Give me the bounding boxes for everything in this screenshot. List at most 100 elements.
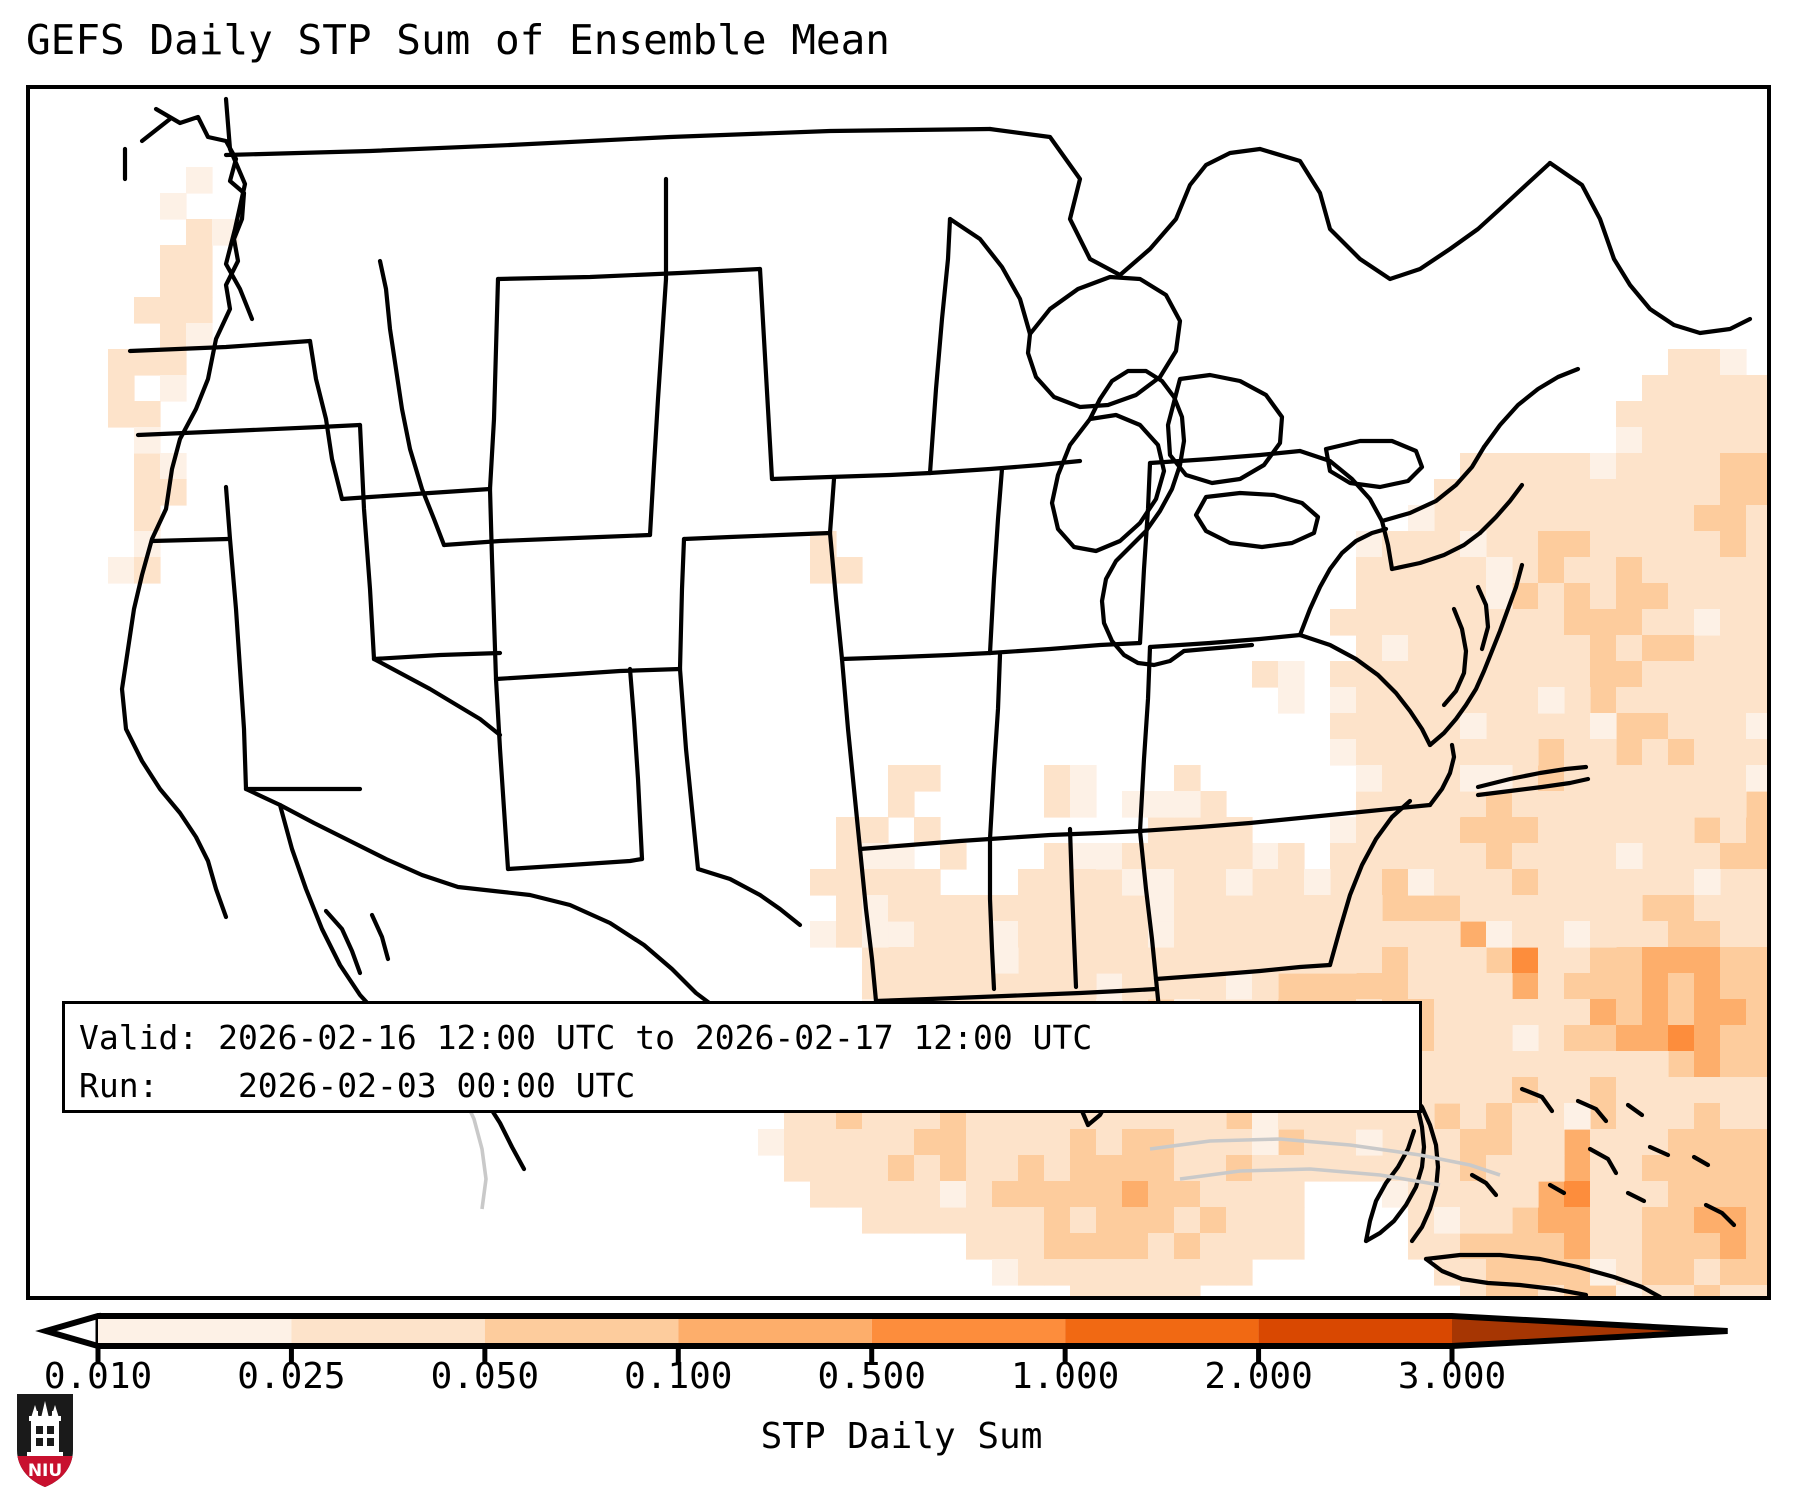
heatmap-cell (1486, 895, 1513, 922)
heatmap-cell (992, 1259, 1019, 1286)
heatmap-cell (1174, 947, 1201, 974)
heatmap-cell (1746, 375, 1767, 402)
heatmap-cell (1434, 1025, 1461, 1052)
heatmap-cell (784, 1129, 811, 1156)
heatmap-cell (1434, 1103, 1461, 1130)
heatmap-cell (1642, 999, 1669, 1026)
heatmap-cell (1018, 895, 1045, 922)
heatmap-cell (1382, 739, 1409, 766)
heatmap-cell (992, 1181, 1019, 1208)
heatmap-cell (966, 947, 993, 974)
heatmap-cell (1616, 557, 1643, 584)
heatmap-cell (1564, 661, 1591, 688)
heatmap-cell (1044, 1259, 1071, 1286)
colorbar-band (678, 1316, 872, 1346)
heatmap-cell (862, 1129, 889, 1156)
heatmap-cell (1746, 609, 1767, 636)
heatmap-cell (1226, 1129, 1253, 1156)
heatmap-cell (862, 869, 889, 896)
heatmap-cell (914, 895, 941, 922)
heatmap-cell (1330, 973, 1357, 1000)
heatmap-cell (1408, 661, 1435, 688)
heatmap-cell (1642, 1181, 1669, 1208)
colorbar-band (871, 1316, 1066, 1346)
heatmap-cell (1044, 1181, 1071, 1208)
heatmap-cell (1486, 453, 1513, 480)
heatmap-cell (1746, 895, 1767, 922)
heatmap-cell (1044, 843, 1071, 870)
heatmap-cell (1746, 661, 1767, 688)
heatmap-cell (1642, 1207, 1669, 1234)
heatmap-cell (1564, 687, 1591, 714)
heatmap-cell (1538, 817, 1565, 844)
heatmap-cell (1070, 1129, 1097, 1156)
heatmap-cell (1278, 869, 1305, 896)
heatmap-cell (914, 973, 941, 1000)
heatmap-cell (1564, 1129, 1591, 1156)
heatmap-cell (1720, 973, 1747, 1000)
heatmap-cell (1694, 1103, 1721, 1130)
heatmap-cell (1538, 661, 1565, 688)
heatmap-cell (1668, 921, 1695, 948)
heatmap-cell (862, 817, 889, 844)
heatmap-cell (1668, 1259, 1695, 1286)
heatmap-cell (810, 921, 837, 948)
heatmap-cell (1746, 1129, 1767, 1156)
heatmap-cell (1148, 869, 1175, 896)
annotation-box: Valid: 2026-02-16 12:00 UTC to 2026-02-1… (62, 1001, 1422, 1113)
heatmap-cell (1616, 1025, 1643, 1052)
heatmap-cell (1356, 921, 1383, 948)
heatmap-cell (1434, 583, 1461, 610)
heatmap-cell (160, 479, 187, 506)
heatmap-cell (1642, 765, 1669, 792)
heatmap-cell (1356, 895, 1383, 922)
heatmap-cell (1668, 895, 1695, 922)
heatmap-cell (1252, 1129, 1279, 1156)
heatmap-cell (888, 1129, 915, 1156)
heatmap-cell (1564, 713, 1591, 740)
heatmap-cell (1408, 583, 1435, 610)
heatmap-cell (1512, 1025, 1539, 1052)
heatmap-cell (1668, 1025, 1695, 1052)
heatmap-cell (1746, 635, 1767, 662)
heatmap-cell (1252, 895, 1279, 922)
heatmap-cell (940, 947, 967, 974)
heatmap-cell (1096, 1129, 1123, 1156)
heatmap-cell (134, 297, 161, 324)
heatmap-cell (160, 375, 187, 402)
heatmap-cell (1564, 817, 1591, 844)
heatmap-cell (1148, 843, 1175, 870)
heatmap-cell (1668, 505, 1695, 532)
heatmap-cell (1616, 505, 1643, 532)
heatmap-cell (1148, 1129, 1175, 1156)
heatmap-cell (1564, 635, 1591, 662)
heatmap-cell (1460, 869, 1487, 896)
heatmap-cell (1486, 531, 1513, 558)
heatmap-cell (1174, 843, 1201, 870)
heatmap-cell (940, 1155, 967, 1182)
heatmap-cell (1460, 1129, 1487, 1156)
heatmap-cell (1538, 557, 1565, 584)
heatmap-cell (1200, 1233, 1227, 1260)
heatmap-cell (1486, 505, 1513, 532)
heatmap-cell (1642, 1103, 1669, 1130)
heatmap-cell (1694, 947, 1721, 974)
heatmap-cell (1564, 583, 1591, 610)
heatmap-cell (1512, 1129, 1539, 1156)
heatmap-cell (1096, 973, 1123, 1000)
heatmap-cell (836, 869, 863, 896)
heatmap-cell (1642, 713, 1669, 740)
heatmap-cell (1122, 921, 1149, 948)
heatmap-cell (1668, 843, 1695, 870)
heatmap-cell (1512, 661, 1539, 688)
heatmap-cell (1382, 947, 1409, 974)
heatmap-cell (1746, 1051, 1767, 1078)
heatmap-cell (1720, 453, 1747, 480)
heatmap-cell (1486, 869, 1513, 896)
heatmap-cell (1746, 687, 1767, 714)
heatmap-cell (1590, 739, 1617, 766)
heatmap-cell (1356, 557, 1383, 584)
heatmap-cell (1642, 921, 1669, 948)
heatmap-cell (810, 1181, 837, 1208)
